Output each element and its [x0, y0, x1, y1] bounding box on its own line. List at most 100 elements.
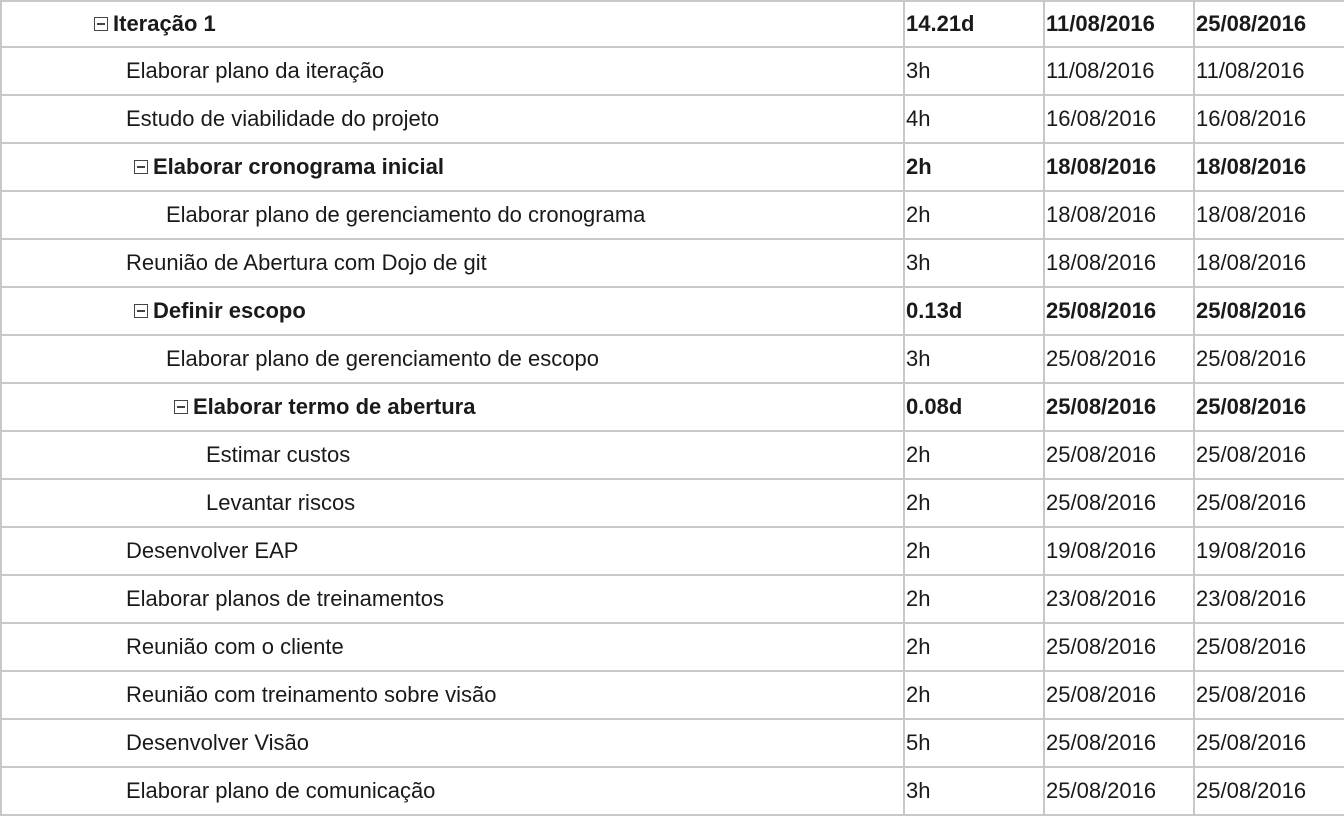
task-duration-cell[interactable]: 0.13d — [905, 288, 1045, 334]
task-name-cell[interactable]: Elaborar termo de abertura — [0, 384, 905, 430]
task-duration-cell[interactable]: 2h — [905, 528, 1045, 574]
task-name-cell[interactable]: Levantar riscos — [0, 480, 905, 526]
task-row[interactable]: Elaborar plano de gerenciamento de escop… — [0, 336, 1344, 384]
task-start-date-cell[interactable]: 25/08/2016 — [1045, 432, 1195, 478]
task-row[interactable]: Estimar custos 2h 25/08/2016 25/08/2016 — [0, 432, 1344, 480]
task-name-cell[interactable]: Desenvolver Visão — [0, 720, 905, 766]
task-start-date-cell[interactable]: 25/08/2016 — [1045, 624, 1195, 670]
task-end-date-cell[interactable]: 25/08/2016 — [1196, 730, 1307, 755]
task-start-date-cell[interactable]: 25/08/2016 — [1045, 672, 1195, 718]
task-name-cell[interactable]: Elaborar plano da iteração — [0, 48, 905, 94]
task-end-date-cell[interactable]: 25/08/2016 — [1196, 298, 1307, 323]
task-name-label: Reunião de Abertura com Dojo de git — [126, 250, 487, 275]
task-group-row[interactable]: Iteração 1 14.21d 11/08/2016 25/08/2016 — [0, 0, 1344, 48]
task-start-date-cell[interactable]: 23/08/2016 — [1045, 576, 1195, 622]
task-end-date-cell[interactable]: 25/08/2016 — [1196, 346, 1307, 371]
task-name-label: Reunião com treinamento sobre visão — [126, 682, 497, 707]
task-group-row[interactable]: Elaborar cronograma inicial 2h 18/08/2016 1… — [0, 144, 1344, 192]
task-end-date-cell[interactable]: 16/08/2016 — [1196, 106, 1307, 131]
task-end-date-cell[interactable]: 25/08/2016 — [1196, 490, 1307, 515]
task-row[interactable]: Reunião com treinamento sobre visão 2h 25/… — [0, 672, 1344, 720]
task-end-date-cell[interactable]: 25/08/2016 — [1196, 682, 1307, 707]
task-name-cell[interactable]: Estudo de viabilidade do projeto — [0, 96, 905, 142]
task-row[interactable]: Desenvolver Visão 5h 25/08/2016 25/08/2016 — [0, 720, 1344, 768]
task-duration-cell[interactable]: 0.08d — [905, 384, 1045, 430]
task-name-cell[interactable]: Definir escopo — [0, 288, 905, 334]
task-end-date-cell[interactable]: 25/08/2016 — [1196, 11, 1307, 36]
task-row[interactable]: Reunião com o cliente 2h 25/08/2016 25/08/2… — [0, 624, 1344, 672]
task-row[interactable]: Elaborar plano da iteração 3h 11/08/2016 11… — [0, 48, 1344, 96]
task-end-date-cell[interactable]: 18/08/2016 — [1196, 202, 1307, 227]
task-name-label: Desenvolver Visão — [126, 730, 310, 755]
task-name-cell[interactable]: Elaborar cronograma inicial — [0, 144, 905, 190]
task-name-label: Estimar custos — [206, 442, 351, 467]
task-duration-cell[interactable]: 3h — [905, 336, 1045, 382]
task-end-date-cell[interactable]: 25/08/2016 — [1196, 442, 1307, 467]
collapse-minus-icon[interactable] — [134, 304, 148, 318]
task-name-cell[interactable]: Reunião com o cliente — [0, 624, 905, 670]
task-row[interactable]: Elaborar planos de treinamentos 2h 23/08/2… — [0, 576, 1344, 624]
task-name-cell[interactable]: Elaborar planos de treinamentos — [0, 576, 905, 622]
task-start-date-cell[interactable]: 16/08/2016 — [1045, 96, 1195, 142]
task-start-date-cell[interactable]: 25/08/2016 — [1045, 720, 1195, 766]
task-name-label: Estudo de viabilidade do projeto — [126, 106, 440, 131]
task-start-date-cell[interactable]: 19/08/2016 — [1045, 528, 1195, 574]
task-start-date-cell[interactable]: 25/08/2016 — [1045, 336, 1195, 382]
task-start-date-cell[interactable]: 11/08/2016 — [1045, 48, 1195, 94]
task-row[interactable]: Elaborar plano de gerenciamento do crono… — [0, 192, 1344, 240]
task-row[interactable]: Elaborar plano de comunicação 3h 25/08/201… — [0, 768, 1344, 816]
task-duration-cell[interactable]: 2h — [905, 432, 1045, 478]
task-duration-cell[interactable]: 2h — [905, 144, 1045, 190]
collapse-minus-icon[interactable] — [94, 17, 108, 31]
task-duration-cell[interactable]: 2h — [905, 480, 1045, 526]
task-name-cell[interactable]: Elaborar plano de gerenciamento de escop… — [0, 336, 905, 382]
task-duration-cell[interactable]: 4h — [905, 96, 1045, 142]
task-name-label: Definir escopo — [153, 298, 306, 323]
task-group-row[interactable]: Definir escopo 0.13d 25/08/2016 25/08/2016 — [0, 288, 1344, 336]
task-start-date-cell[interactable]: 18/08/2016 — [1045, 144, 1195, 190]
task-duration-cell[interactable]: 2h — [905, 672, 1045, 718]
task-name-cell[interactable]: Reunião com treinamento sobre visão — [0, 672, 905, 718]
task-end-date-cell[interactable]: 23/08/2016 — [1196, 586, 1307, 611]
task-duration-cell[interactable]: 2h — [905, 192, 1045, 238]
task-name-label: Elaborar cronograma inicial — [153, 154, 444, 179]
task-name-label: Elaborar plano de comunicação — [126, 778, 436, 803]
task-duration-cell[interactable]: 3h — [905, 768, 1045, 814]
task-end-date-cell[interactable]: 18/08/2016 — [1196, 154, 1307, 179]
task-start-date-cell[interactable]: 11/08/2016 — [1045, 2, 1195, 46]
task-duration-cell[interactable]: 3h — [905, 48, 1045, 94]
task-start-date-cell[interactable]: 25/08/2016 — [1045, 768, 1195, 814]
task-duration-cell[interactable]: 3h — [905, 240, 1045, 286]
task-start-date-cell[interactable]: 18/08/2016 — [1045, 240, 1195, 286]
task-start-date-cell[interactable]: 25/08/2016 — [1045, 384, 1195, 430]
task-start-date-cell[interactable]: 18/08/2016 — [1045, 192, 1195, 238]
task-name-label: Elaborar plano de gerenciamento de escop… — [166, 346, 599, 371]
task-name-cell[interactable]: Iteração 1 — [0, 2, 905, 46]
task-name-label: Iteração 1 — [113, 11, 216, 36]
task-row[interactable]: Reunião de Abertura com Dojo de git 3h 18/… — [0, 240, 1344, 288]
task-name-label: Reunião com o cliente — [126, 634, 344, 659]
task-row[interactable]: Desenvolver EAP 2h 19/08/2016 19/08/2016 — [0, 528, 1344, 576]
task-start-date-cell[interactable]: 25/08/2016 — [1045, 288, 1195, 334]
task-name-cell[interactable]: Reunião de Abertura com Dojo de git — [0, 240, 905, 286]
task-group-row[interactable]: Elaborar termo de abertura 0.08d 25/08/201… — [0, 384, 1344, 432]
task-name-cell[interactable]: Desenvolver EAP — [0, 528, 905, 574]
task-end-date-cell[interactable]: 18/08/2016 — [1196, 250, 1307, 275]
task-end-date-cell[interactable]: 25/08/2016 — [1196, 634, 1307, 659]
task-duration-cell[interactable]: 2h — [905, 624, 1045, 670]
task-start-date-cell[interactable]: 25/08/2016 — [1045, 480, 1195, 526]
task-end-date-cell[interactable]: 19/08/2016 — [1196, 538, 1307, 563]
task-duration-cell[interactable]: 2h — [905, 576, 1045, 622]
task-name-cell[interactable]: Elaborar plano de comunicação — [0, 768, 905, 814]
task-duration-cell[interactable]: 5h — [905, 720, 1045, 766]
task-name-cell[interactable]: Elaborar plano de gerenciamento do crono… — [0, 192, 905, 238]
task-end-date-cell[interactable]: 11/08/2016 — [1196, 58, 1305, 83]
task-end-date-cell[interactable]: 25/08/2016 — [1196, 778, 1307, 803]
collapse-minus-icon[interactable] — [174, 400, 188, 414]
task-name-cell[interactable]: Estimar custos — [0, 432, 905, 478]
task-end-date-cell[interactable]: 25/08/2016 — [1196, 394, 1307, 419]
task-row[interactable]: Estudo de viabilidade do projeto 4h 16/08/… — [0, 96, 1344, 144]
task-duration-cell[interactable]: 14.21d — [905, 2, 1045, 46]
collapse-minus-icon[interactable] — [134, 160, 148, 174]
task-row[interactable]: Levantar riscos 2h 25/08/2016 25/08/2016 — [0, 480, 1344, 528]
